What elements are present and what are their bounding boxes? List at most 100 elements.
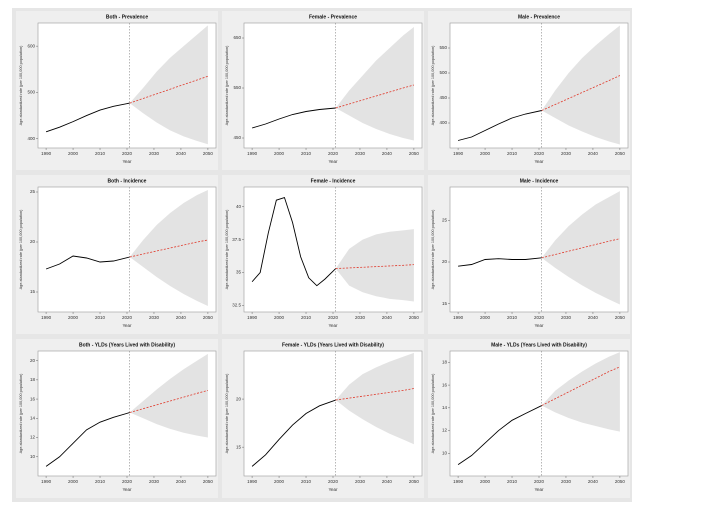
observed-line (45, 412, 130, 467)
x-tick-label: 1990 (41, 315, 52, 320)
x-tick-label: 2050 (203, 315, 214, 320)
x-tick-label: 2000 (480, 479, 491, 484)
panel-title: Both - Incidence (108, 178, 147, 184)
panel-title: Male - YLDs (Years Lived with Disability… (491, 342, 587, 348)
x-tick-label: 2040 (382, 315, 393, 320)
y-tick-label: 15 (30, 289, 36, 294)
panel-title: Male - Incidence (520, 178, 559, 184)
x-tick-label: 2050 (203, 151, 214, 156)
y-tick-label: 18 (30, 377, 36, 382)
x-tick-label: 2050 (409, 151, 420, 156)
y-tick-label: 20 (442, 259, 448, 264)
confidence-band (541, 352, 620, 432)
y-tick-label: 35 (236, 270, 242, 275)
x-tick-label: 2030 (355, 151, 366, 156)
y-tick-label: 25 (30, 189, 36, 194)
observed-line (458, 257, 542, 267)
x-tick-label: 2030 (149, 315, 160, 320)
y-tick-label: 32.5 (232, 303, 241, 308)
x-tick-label: 2030 (355, 315, 366, 320)
x-tick-label: 1990 (247, 151, 258, 156)
x-tick-label: 2050 (615, 479, 626, 484)
panel-title: Both - Prevalence (106, 14, 148, 20)
x-tick-label: 2020 (122, 479, 133, 484)
y-axis-label: Age-standardized rate (per 100,000 popul… (431, 45, 435, 126)
y-axis-label: Age-standardized rate (per 100,000 popul… (19, 45, 23, 126)
x-tick-label: 2040 (588, 151, 599, 156)
x-tick-label: 2050 (409, 479, 420, 484)
x-axis-label: Year (328, 487, 338, 492)
x-tick-label: 2010 (95, 315, 106, 320)
x-tick-label: 2030 (149, 151, 160, 156)
y-tick-label: 14 (442, 405, 448, 410)
x-tick-label: 2020 (328, 479, 339, 484)
forecast-line (541, 75, 621, 111)
forecast-line (335, 388, 414, 401)
x-axis-label: Year (534, 487, 544, 492)
y-tick-label: 25 (442, 218, 448, 223)
observed-line (251, 399, 336, 467)
x-tick-label: 2040 (588, 479, 599, 484)
x-tick-label: 2040 (176, 479, 187, 484)
x-tick-label: 2000 (480, 151, 491, 156)
x-tick-label: 2050 (203, 479, 214, 484)
y-axis-label: Age-standardized rate (per 100,000 popul… (225, 45, 229, 126)
x-tick-label: 2030 (149, 479, 160, 484)
x-tick-label: 1990 (41, 151, 52, 156)
x-tick-label: 2000 (480, 315, 491, 320)
panel-title: Female - Prevalence (309, 14, 357, 20)
y-axis-label: Age-standardized rate (per 100,000 popul… (19, 373, 23, 454)
forecast-line (541, 366, 621, 406)
x-tick-label: 2000 (274, 151, 285, 156)
x-tick-label: 2010 (507, 151, 518, 156)
x-tick-label: 1990 (247, 315, 258, 320)
observed-line (251, 107, 336, 129)
x-tick-label: 2050 (615, 151, 626, 156)
x-tick-label: 1990 (453, 315, 464, 320)
y-tick-label: 20 (30, 239, 36, 244)
y-tick-label: 500 (439, 70, 447, 75)
confidence-band (335, 27, 414, 141)
x-tick-label: 1990 (453, 479, 464, 484)
y-tick-label: 450 (233, 135, 241, 140)
y-tick-label: 15 (236, 444, 242, 449)
panel-title: Female - YLDs (Years Lived with Disabili… (282, 342, 384, 348)
x-axis-label: Year (122, 487, 132, 492)
x-tick-label: 2050 (615, 315, 626, 320)
forecast-line (335, 264, 414, 269)
x-tick-label: 2020 (328, 315, 339, 320)
x-tick-label: 2020 (122, 315, 133, 320)
x-tick-label: 2020 (328, 151, 339, 156)
y-tick-label: 450 (439, 95, 447, 100)
x-tick-label: 2050 (409, 315, 420, 320)
y-tick-label: 20 (30, 358, 36, 363)
x-tick-label: 2030 (561, 479, 572, 484)
x-tick-label: 2040 (382, 151, 393, 156)
panel-title: Male - Prevalence (518, 14, 560, 20)
y-axis-label: Age-standardized rate (per 100,000 popul… (225, 373, 229, 454)
y-tick-label: 18 (442, 360, 448, 365)
x-axis-label: Year (534, 323, 544, 328)
y-tick-label: 14 (30, 415, 36, 420)
confidence-band (335, 352, 414, 445)
y-axis-label: Age-standardized rate (per 100,000 popul… (431, 373, 435, 454)
x-tick-label: 2020 (534, 151, 545, 156)
y-tick-label: 550 (233, 85, 241, 90)
y-tick-label: 37.5 (232, 237, 241, 242)
confidence-band (541, 25, 620, 145)
x-tick-label: 2010 (507, 315, 518, 320)
panel-title: Both - YLDs (Years Lived with Disability… (79, 342, 175, 348)
forecast-line (335, 84, 415, 109)
y-tick-label: 400 (439, 120, 447, 125)
x-tick-label: 2020 (534, 315, 545, 320)
y-axis-label: Age-standardized rate (per 100,000 popul… (19, 209, 23, 290)
observed-line (45, 102, 130, 133)
y-tick-label: 16 (442, 382, 448, 387)
y-axis-label: Age-standardized rate (per 100,000 popul… (225, 209, 229, 290)
x-tick-label: 2000 (68, 479, 79, 484)
x-tick-label: 2010 (301, 479, 312, 484)
observed-line (45, 255, 130, 270)
x-axis-label: Year (328, 323, 338, 328)
